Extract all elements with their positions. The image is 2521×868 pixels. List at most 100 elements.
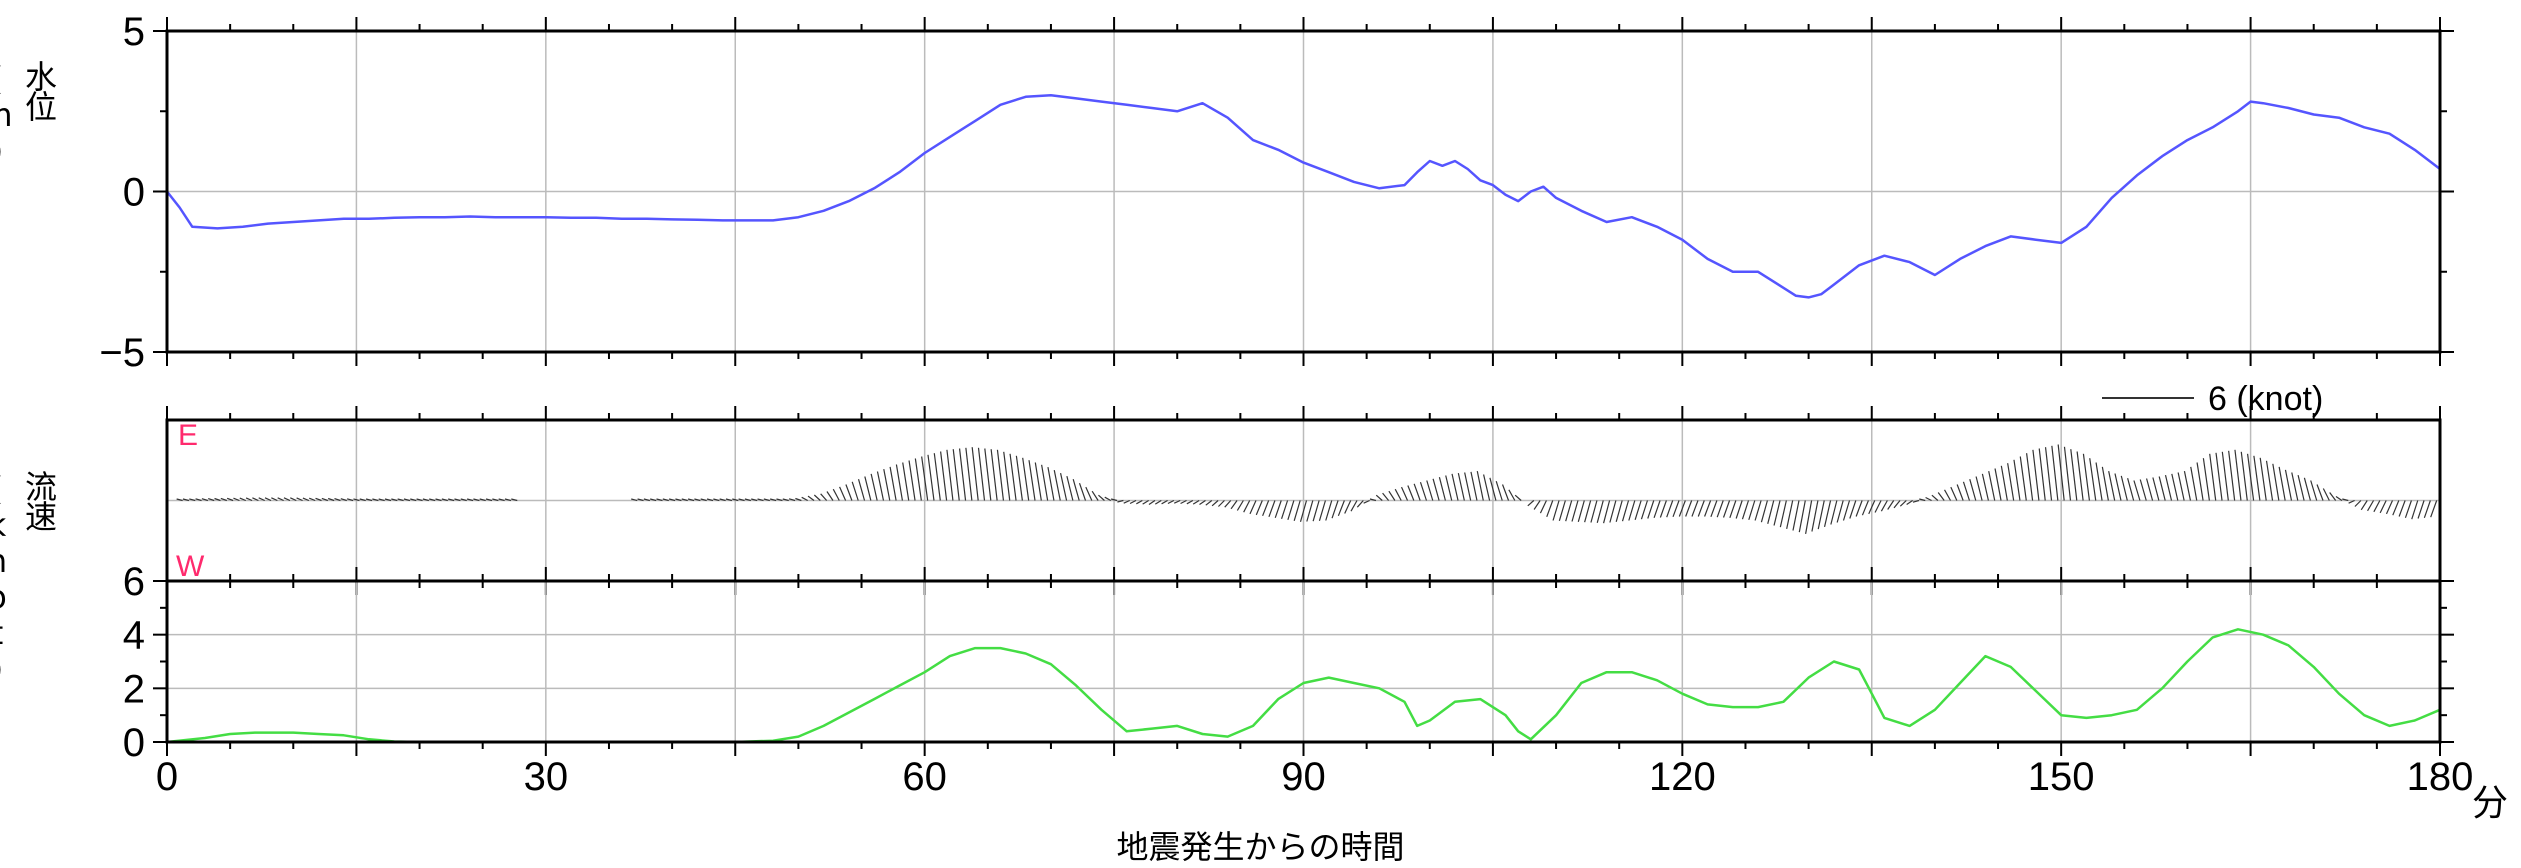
current-stick	[2209, 453, 2217, 501]
current-stick	[1047, 467, 1055, 501]
current-stick	[334, 498, 341, 502]
current-stick	[1805, 500, 1813, 534]
current-stick	[1059, 473, 1068, 501]
current-stick	[984, 448, 992, 501]
water-level-grid	[167, 31, 2440, 352]
current-stick	[826, 491, 834, 501]
current-stick	[1621, 500, 1630, 522]
current-stick	[277, 497, 284, 502]
current-stick	[1988, 471, 1996, 501]
current-stick	[2411, 500, 2419, 520]
current-stick	[2051, 445, 2059, 501]
current-stick	[2215, 452, 2223, 501]
current-stick	[1798, 500, 1806, 533]
current-stick	[2329, 492, 2337, 501]
current-stick	[933, 453, 941, 501]
current-stick	[1325, 500, 1333, 521]
current-stick	[2120, 475, 2128, 501]
current-stick	[1691, 500, 1699, 517]
current-stick	[1817, 500, 1825, 530]
current-stick	[1350, 500, 1358, 512]
current-stick	[1268, 500, 1276, 518]
current-stick	[732, 498, 739, 502]
current-stick	[876, 471, 885, 501]
current-stick	[1659, 500, 1667, 518]
current-stick	[492, 498, 499, 502]
current-stick	[441, 498, 448, 502]
y-tick-label: 2	[123, 667, 145, 711]
current-stick	[1925, 496, 1932, 502]
current-stick	[1950, 486, 1958, 501]
current-stick	[851, 481, 859, 501]
current-stick	[435, 498, 442, 502]
current-stick	[2234, 449, 2242, 501]
current-stick	[1072, 479, 1080, 501]
current-stick	[1943, 489, 1952, 501]
current-stick	[2423, 500, 2431, 519]
current-stick	[2095, 462, 2103, 501]
current-stick	[1874, 500, 1882, 513]
current-stick	[2164, 475, 2173, 501]
current-stick	[422, 498, 430, 502]
current-stick	[1041, 464, 1049, 501]
current-stick	[1760, 500, 1768, 523]
current-stick	[1217, 500, 1225, 507]
current-stick	[1602, 500, 1611, 524]
current-stick	[384, 498, 392, 502]
current-y-axis-label: 流速 (knot)	[0, 470, 58, 686]
water-level-y-axis-label: 水位 (m)	[0, 60, 58, 168]
current-stick	[2000, 465, 2008, 501]
current-stick	[2196, 462, 2204, 501]
current-stick	[2373, 500, 2381, 513]
y-tick-label: 4	[123, 614, 145, 658]
current-stick	[1375, 494, 1383, 501]
current-stick	[1293, 500, 1301, 522]
current-stick	[1609, 500, 1617, 523]
current-stick	[1438, 477, 1446, 501]
current-stick	[2139, 479, 2147, 501]
current-stick	[1887, 500, 1895, 510]
current-stick	[485, 498, 493, 502]
current-stick	[2177, 472, 2185, 501]
current-stick	[839, 486, 847, 501]
current-stick	[290, 497, 297, 502]
current-stick	[744, 498, 752, 502]
current-stick	[1470, 471, 1478, 501]
current-stick	[700, 498, 707, 502]
current-stick	[2183, 471, 2192, 501]
current-stick	[637, 498, 644, 502]
current-stick	[1722, 500, 1731, 518]
current-stick	[2076, 451, 2084, 501]
current-stick	[2057, 444, 2065, 501]
current-stick	[1173, 499, 1181, 504]
current-stick	[1855, 500, 1863, 517]
current-stick	[2259, 457, 2267, 501]
current-stick	[1962, 481, 1971, 501]
current-stick	[2145, 478, 2154, 501]
current-stick	[914, 458, 922, 501]
current-stick	[2303, 477, 2311, 501]
current-stick	[264, 497, 272, 502]
current-stick	[1912, 499, 1920, 503]
current-stick	[2026, 453, 2034, 501]
current-stick	[2297, 475, 2305, 501]
current-stick	[2430, 500, 2438, 518]
current-stick	[214, 497, 221, 502]
current-direction-grid	[167, 420, 2440, 581]
current-stick	[2044, 447, 2053, 501]
current-stick	[2316, 484, 2324, 501]
current-stick	[1053, 470, 1061, 501]
current-stick	[1596, 500, 1604, 523]
current-stick	[946, 449, 954, 501]
current-stick	[1180, 499, 1187, 505]
current-stick	[1981, 473, 1989, 501]
current-stick	[1224, 500, 1232, 508]
current-stick	[2272, 463, 2280, 501]
current-stick	[2228, 450, 2236, 501]
current-stick	[1741, 500, 1750, 520]
current-stick	[2133, 480, 2141, 501]
east-label: E	[178, 419, 198, 452]
current-stick	[694, 498, 701, 502]
current-stick	[807, 495, 815, 501]
